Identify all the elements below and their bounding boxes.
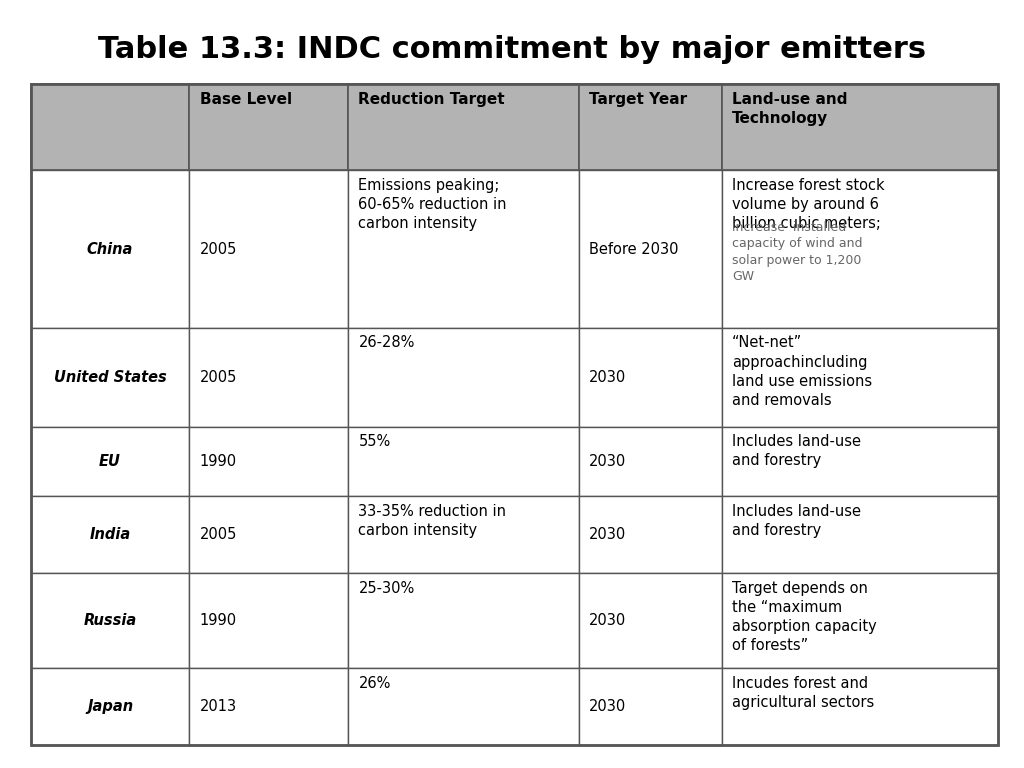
Bar [348,170,579,328]
Bar [31,328,189,426]
Text: Emissions peaking;
60-65% reduction in
carbon intensity: Emissions peaking; 60-65% reduction in c… [358,178,507,231]
Bar [31,573,189,668]
Bar [348,573,579,668]
Bar [31,496,189,573]
Text: 2005: 2005 [200,241,237,257]
Text: “Net-net”
approachincluding
land use emissions
and removals: “Net-net” approachincluding land use emi… [732,336,872,408]
Text: Base Level: Base Level [200,92,292,108]
Text: Russia: Russia [83,613,137,628]
Bar [189,496,348,573]
Bar [722,170,998,328]
Bar [579,84,722,170]
Bar [348,668,579,745]
Bar [189,426,348,496]
Text: 2030: 2030 [589,454,626,468]
Bar [189,170,348,328]
Text: United States: United States [53,369,167,385]
Text: 1990: 1990 [200,454,237,468]
Bar [579,496,722,573]
Text: Japan: Japan [87,699,133,714]
Text: 2005: 2005 [200,527,237,542]
Bar [579,328,722,426]
Bar [189,328,348,426]
Bar [189,668,348,745]
Bar [31,84,998,745]
Text: Reduction Target: Reduction Target [358,92,505,108]
Text: 1990: 1990 [200,613,237,628]
Text: China: China [87,241,133,257]
Text: increase  installed
capacity of wind and
solar power to 1,200
GW: increase installed capacity of wind and … [732,220,862,283]
Bar [189,84,348,170]
Bar [31,668,189,745]
Text: Target Year: Target Year [589,92,687,108]
Text: 55%: 55% [358,434,390,449]
Text: 25-30%: 25-30% [358,581,415,596]
Text: Increase forest stock
volume by around 6
billion cubic meters;: Increase forest stock volume by around 6… [732,178,885,231]
Bar [722,668,998,745]
Bar [722,573,998,668]
Bar [579,668,722,745]
Bar [31,84,189,170]
Bar [722,426,998,496]
Text: 2030: 2030 [589,613,626,628]
Text: Table 13.3: INDC commitment by major emitters: Table 13.3: INDC commitment by major emi… [98,35,926,64]
Text: 33-35% reduction in
carbon intensity: 33-35% reduction in carbon intensity [358,504,507,538]
Text: 26-28%: 26-28% [358,336,415,350]
Text: Includes land-use
and forestry: Includes land-use and forestry [732,504,861,538]
Text: India: India [89,527,131,542]
Bar [579,573,722,668]
Bar [722,328,998,426]
Text: EU: EU [99,454,121,468]
Bar [31,170,189,328]
Text: 2030: 2030 [589,369,626,385]
Bar [579,426,722,496]
Bar [348,328,579,426]
Text: Land-use and
Technology: Land-use and Technology [732,92,848,127]
Text: 2030: 2030 [589,699,626,714]
Text: 2030: 2030 [589,527,626,542]
Text: 2013: 2013 [200,699,237,714]
Text: Target depends on
the “maximum
absorption capacity
of forests”: Target depends on the “maximum absorptio… [732,581,877,654]
Bar [722,84,998,170]
Text: 2005: 2005 [200,369,237,385]
Bar [189,573,348,668]
Bar [722,496,998,573]
Bar [31,426,189,496]
Text: Before 2030: Before 2030 [589,241,678,257]
Bar [579,170,722,328]
Text: 26%: 26% [358,676,391,690]
Bar [348,496,579,573]
Text: Incudes forest and
agricultural sectors: Incudes forest and agricultural sectors [732,676,874,710]
Text: Includes land-use
and forestry: Includes land-use and forestry [732,434,861,468]
Bar [348,426,579,496]
Bar [348,84,579,170]
